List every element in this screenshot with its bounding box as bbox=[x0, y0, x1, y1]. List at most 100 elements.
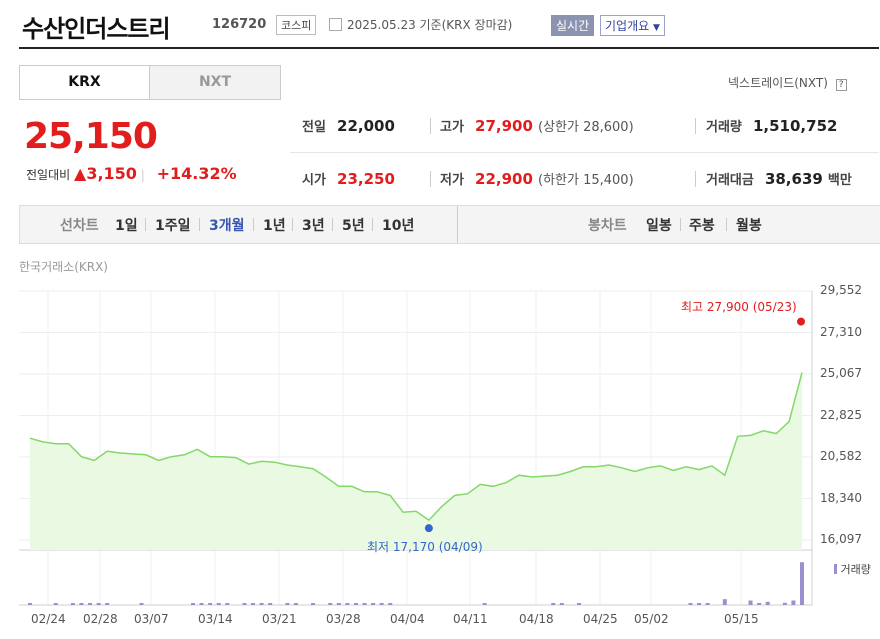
volume-bar bbox=[268, 603, 273, 605]
stat-separator bbox=[430, 118, 431, 134]
volume-bar bbox=[96, 603, 101, 605]
stat-separator bbox=[430, 171, 431, 187]
candle-daily[interactable]: 일봉 bbox=[646, 218, 672, 234]
stock-name: 수산인더스트리 bbox=[22, 15, 171, 43]
volume-bar bbox=[28, 603, 32, 605]
volume-bar bbox=[242, 603, 247, 605]
nextrade-label: 넥스트레이드(NXT) bbox=[728, 76, 828, 90]
price-line bbox=[29, 372, 803, 522]
toolbar-separator bbox=[680, 218, 681, 231]
min-price-label: 최저 17,170 (04/09) bbox=[367, 540, 483, 555]
volume-bar bbox=[139, 603, 144, 605]
stat-volume: 거래량 1,510,752 bbox=[706, 117, 838, 135]
volume-bar bbox=[576, 603, 581, 605]
toolbar-separator bbox=[372, 218, 373, 231]
realtime-button[interactable]: 실시간 bbox=[551, 15, 595, 36]
period-3m[interactable]: 3개월 bbox=[209, 218, 245, 234]
chevron-down-icon: ▼ bbox=[653, 23, 660, 33]
volume-bar bbox=[336, 603, 341, 605]
x-tick-label: 05/02 bbox=[634, 612, 669, 626]
volume-bar bbox=[697, 603, 702, 605]
up-arrow-icon: ▲ bbox=[74, 164, 87, 183]
current-price: 25,150 bbox=[24, 116, 158, 157]
x-tick-label: 03/21 bbox=[262, 612, 297, 626]
change-value: 3,150 bbox=[86, 164, 137, 183]
change-label: 전일대비 bbox=[26, 168, 71, 182]
toolbar-separator bbox=[145, 218, 146, 231]
stat-separator bbox=[695, 118, 696, 134]
company-overview-dropdown[interactable]: 기업개요 ▼ bbox=[600, 15, 665, 36]
price-change: 전일대비 ▲3,150 | +14.32% bbox=[26, 164, 237, 183]
company-overview-label: 기업개요 bbox=[605, 19, 650, 33]
y-tick-label: 16,097 bbox=[820, 532, 862, 546]
y-tick-label: 25,067 bbox=[820, 366, 862, 380]
volume-bar bbox=[371, 603, 376, 605]
volume-bar bbox=[53, 603, 58, 605]
volume-bar bbox=[765, 601, 770, 605]
exchange-label: 한국거래소(KRX) bbox=[19, 260, 108, 274]
period-1d[interactable]: 1일 bbox=[115, 218, 138, 234]
toolbar-divider bbox=[457, 206, 458, 243]
volume-bar bbox=[88, 603, 93, 605]
stat-prev: 전일 22,000 bbox=[302, 117, 395, 135]
period-3y[interactable]: 3년 bbox=[302, 218, 325, 234]
stat-high: 고가 27,900 (상한가 28,600) bbox=[440, 117, 634, 135]
volume-bar bbox=[705, 603, 710, 605]
volume-legend-swatch bbox=[834, 564, 837, 574]
tab-krx[interactable]: KRX bbox=[20, 66, 150, 99]
volume-bar bbox=[791, 600, 796, 605]
max-price-marker bbox=[797, 317, 805, 326]
volume-bar bbox=[722, 599, 727, 605]
volume-bar bbox=[216, 603, 221, 605]
y-tick-label: 22,825 bbox=[820, 407, 862, 422]
x-tick-label: 03/28 bbox=[326, 612, 361, 626]
x-tick-label: 03/07 bbox=[134, 612, 169, 626]
volume-bar bbox=[748, 600, 753, 605]
volume-legend-label: 거래량 bbox=[840, 563, 871, 576]
header-divider bbox=[19, 47, 879, 49]
x-tick-label: 05/15 bbox=[724, 612, 759, 626]
candle-monthly[interactable]: 월봉 bbox=[736, 218, 762, 234]
line-chart-label: 선차트 bbox=[60, 218, 99, 234]
nextrade-link[interactable]: 넥스트레이드(NXT) ? bbox=[728, 74, 847, 91]
x-tick-label: 04/11 bbox=[453, 612, 488, 626]
volume-bar bbox=[190, 603, 195, 605]
tab-nxt[interactable]: NXT bbox=[198, 74, 232, 90]
volume-bar bbox=[757, 603, 762, 605]
volume-bar bbox=[225, 603, 230, 605]
period-10y[interactable]: 10년 bbox=[382, 218, 415, 234]
min-price-marker bbox=[424, 524, 433, 533]
candle-chart-label: 봉차트 bbox=[588, 218, 627, 234]
toolbar-separator bbox=[199, 218, 200, 231]
date-text: 2025.05.23 기준(KRX 장마감) bbox=[347, 18, 513, 32]
volume-bar bbox=[800, 562, 804, 605]
period-1y[interactable]: 1년 bbox=[263, 218, 286, 234]
period-1w[interactable]: 1주일 bbox=[155, 218, 191, 234]
calendar-icon bbox=[329, 18, 342, 31]
volume-bar bbox=[345, 603, 350, 605]
volume-bar bbox=[70, 603, 75, 605]
x-tick-label: 04/18 bbox=[519, 612, 554, 626]
period-5y[interactable]: 5년 bbox=[342, 218, 365, 234]
volume-bar bbox=[285, 603, 290, 605]
toolbar-separator bbox=[726, 218, 727, 231]
volume-bar bbox=[208, 603, 213, 605]
toolbar-separator bbox=[292, 218, 293, 231]
x-tick-label: 04/25 bbox=[583, 612, 618, 626]
max-price-label: 최고 27,900 (05/23) bbox=[681, 299, 797, 314]
exchange-tabs: KRX NXT bbox=[19, 65, 281, 100]
volume-bar bbox=[388, 603, 393, 605]
stock-code: 126720 bbox=[212, 17, 267, 32]
volume-bar bbox=[362, 603, 367, 605]
volume-bar bbox=[379, 603, 384, 605]
stat-amount: 거래대금 38,639 백만 bbox=[706, 170, 852, 188]
help-icon[interactable]: ? bbox=[835, 79, 847, 91]
volume-bar bbox=[311, 603, 316, 605]
volume-bar bbox=[688, 603, 693, 605]
x-tick-label: 04/04 bbox=[390, 612, 425, 626]
stat-low: 저가 22,900 (하한가 15,400) bbox=[440, 170, 634, 188]
y-tick-label: 20,582 bbox=[820, 449, 862, 463]
candle-weekly[interactable]: 주봉 bbox=[689, 218, 715, 234]
stat-separator bbox=[695, 171, 696, 187]
